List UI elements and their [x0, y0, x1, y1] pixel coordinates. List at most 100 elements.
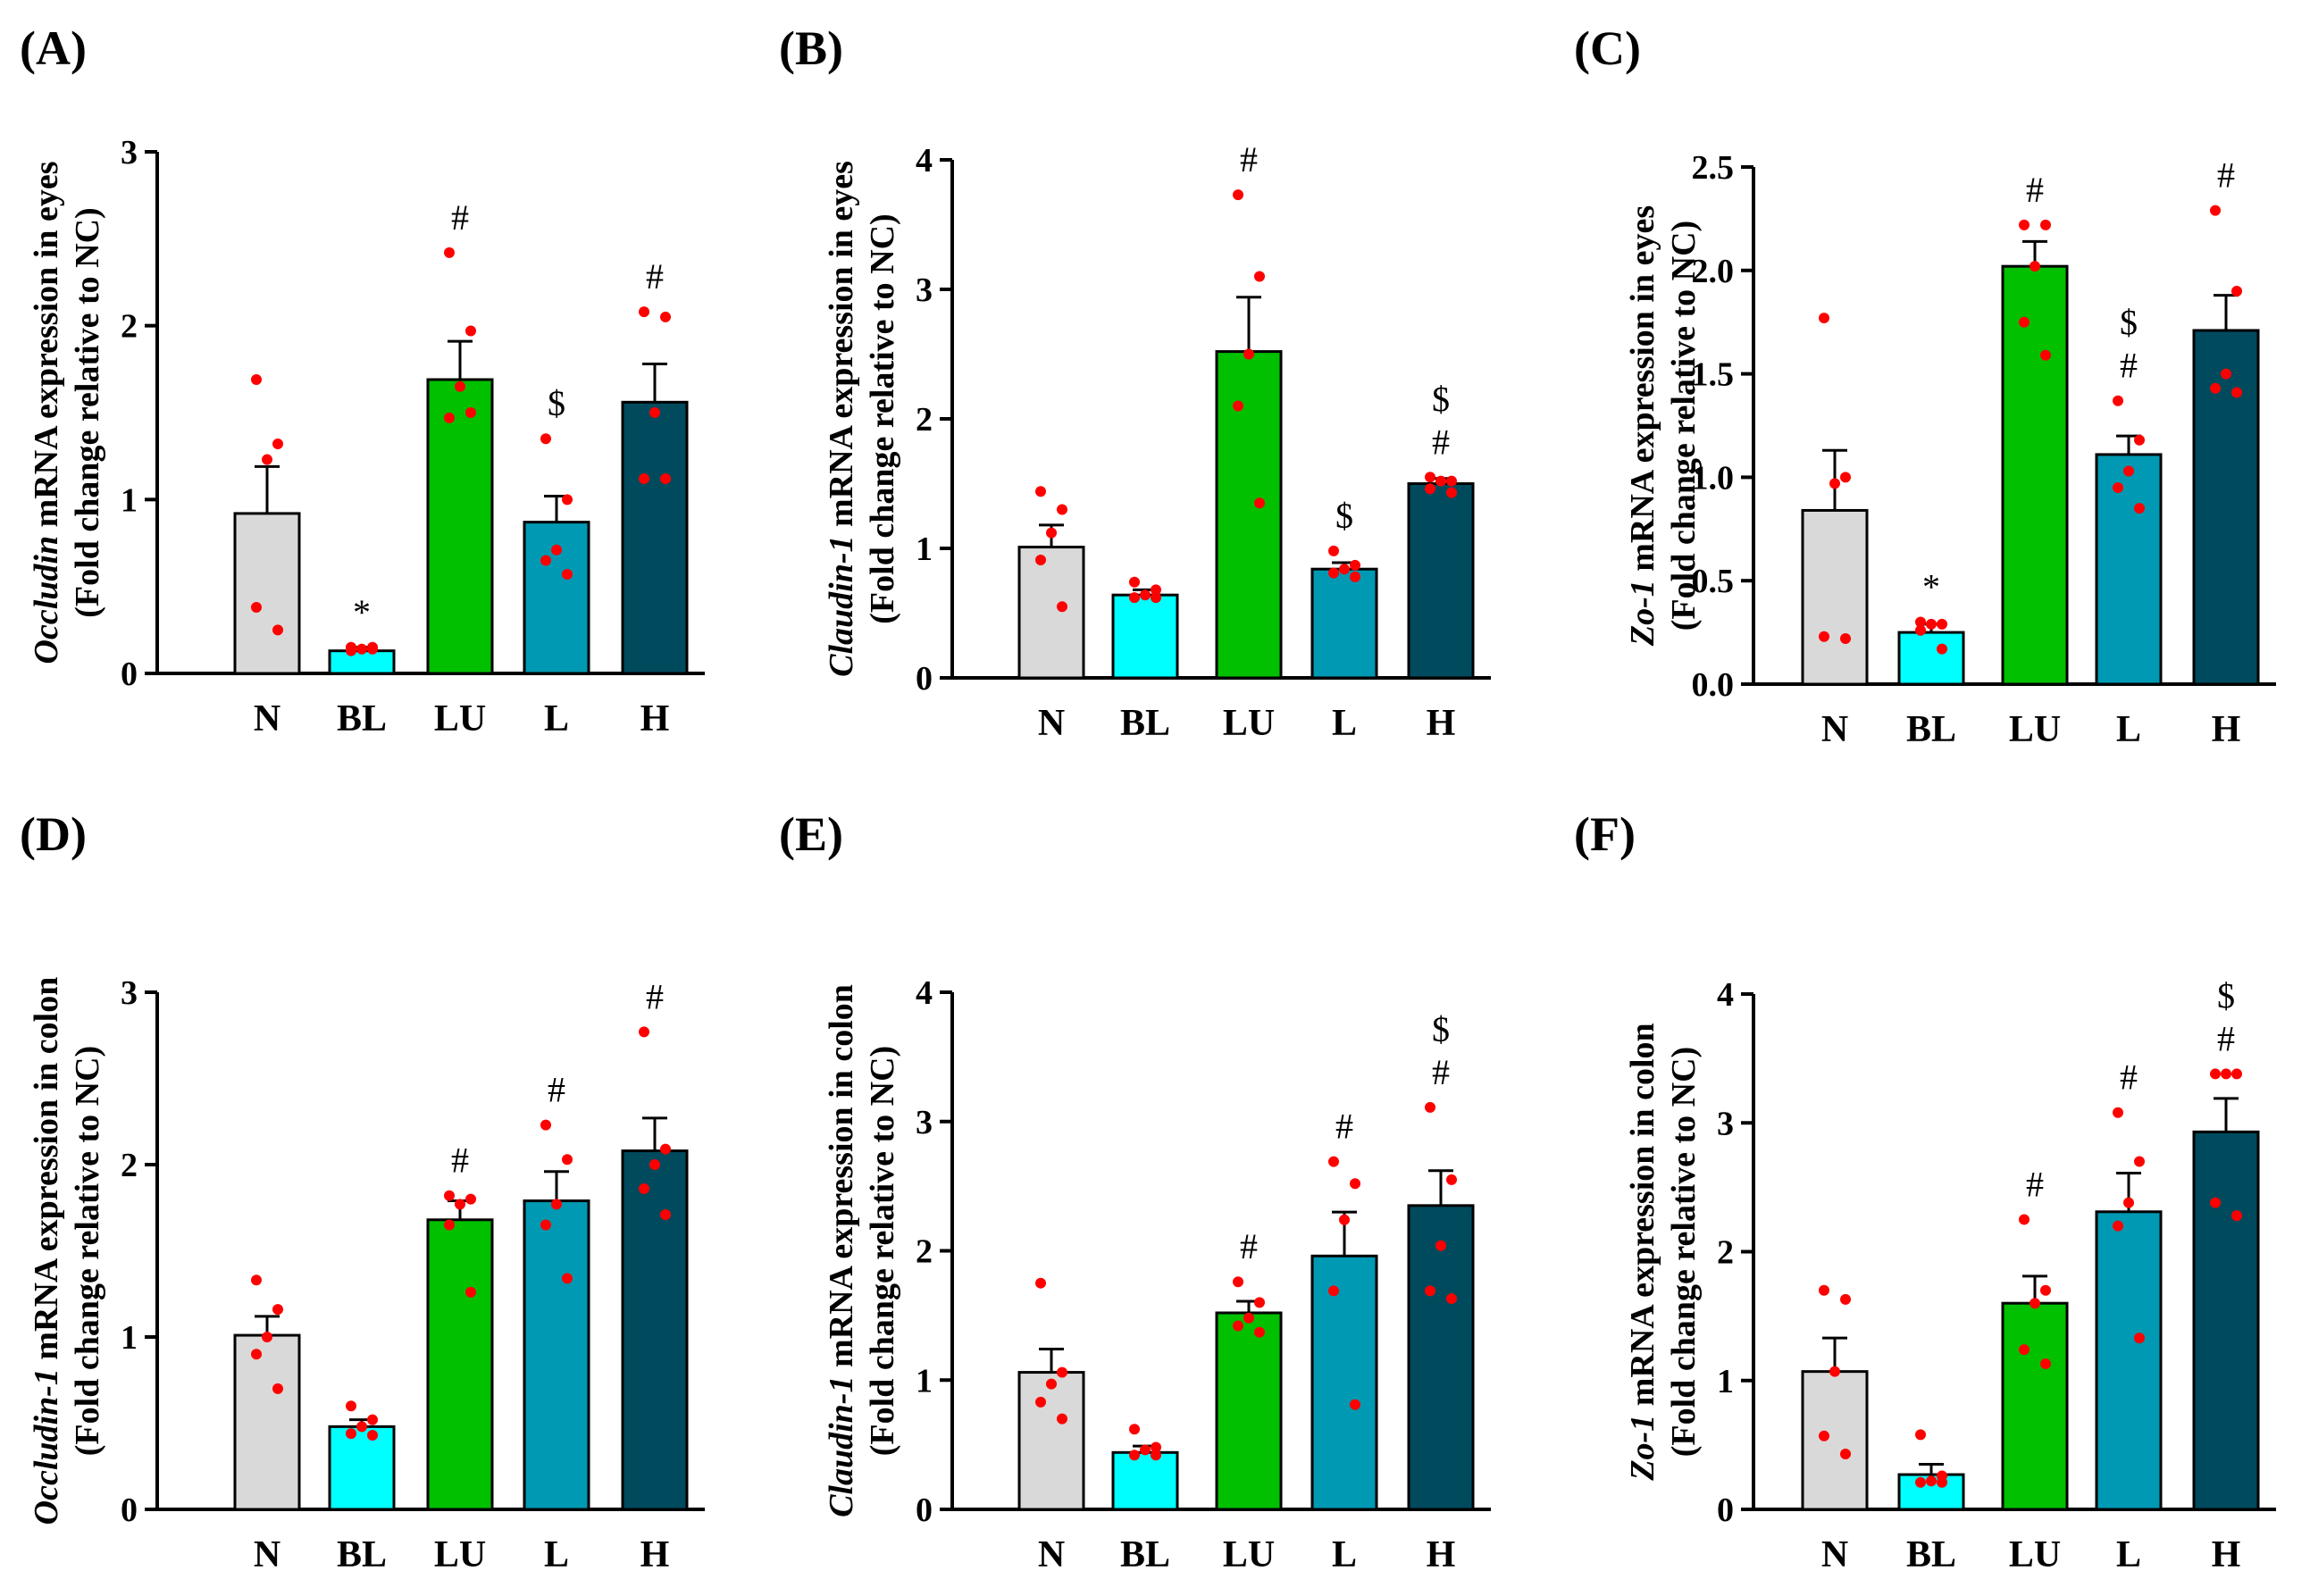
- data-point: [1446, 1174, 1457, 1185]
- significance-mark: $: [2217, 975, 2235, 1015]
- bar-lu: [2001, 264, 2069, 686]
- data-point: [1328, 545, 1339, 556]
- x-category-label: BL: [1120, 1534, 1170, 1575]
- data-point: [1915, 1476, 1926, 1488]
- data-point: [465, 1193, 476, 1205]
- data-point: [649, 1159, 660, 1170]
- data-point: [1254, 497, 1265, 509]
- data-point: [1937, 618, 1947, 630]
- data-point: [1915, 624, 1926, 636]
- data-point: [562, 494, 573, 506]
- panel-a: (A) 0 1 2 3 Occludin mRNA expression in eyes(…: [20, 21, 705, 740]
- y-tick-label: 0: [916, 1492, 933, 1529]
- x-category-label: L: [2116, 1534, 2141, 1575]
- data-point: [1233, 1276, 1243, 1288]
- y-tick-label: 0.0: [1692, 666, 1735, 704]
- bar-h: [1407, 1204, 1475, 1511]
- data-point: [1328, 567, 1339, 579]
- y-tick-label: 0: [121, 656, 138, 693]
- data-point: [1926, 1475, 1937, 1487]
- bar-lu: [1215, 350, 1283, 680]
- data-point: [562, 1154, 573, 1166]
- data-point: [1819, 1284, 1829, 1296]
- x-category-label: BL: [1906, 1534, 1956, 1575]
- data-point: [2210, 205, 2221, 216]
- bar-bl: [1897, 631, 1965, 686]
- data-point: [1829, 478, 1840, 489]
- data-point: [2123, 1197, 2134, 1208]
- x-category-label: N: [254, 1534, 280, 1575]
- data-point: [551, 1199, 562, 1210]
- data-point: [1233, 1320, 1243, 1332]
- bar-bl: [1111, 1450, 1179, 1511]
- bar-l: [2095, 1210, 2163, 1511]
- significance-mark: #: [548, 1070, 565, 1110]
- data-point: [1915, 1429, 1926, 1441]
- data-point: [1129, 592, 1140, 604]
- y-axis-title-line2: (Fold change relative to NC): [1665, 221, 1703, 631]
- data-point: [540, 555, 551, 566]
- panel-label: (B): [779, 21, 843, 75]
- data-point: [1035, 1396, 1046, 1408]
- data-point: [2210, 382, 2221, 394]
- y-tick-label: 1: [121, 481, 138, 519]
- y-tick-label: 3: [121, 974, 138, 1012]
- y-axis-title-line1: Claudin-1 mRNA expression in colon: [823, 984, 860, 1517]
- data-point: [272, 1383, 283, 1394]
- data-point: [2040, 219, 2051, 230]
- data-point: [540, 1119, 551, 1131]
- data-point: [367, 641, 378, 653]
- y-axis-title: Occludin-1 mRNA expression in colon (Fold…: [28, 977, 106, 1525]
- y-tick-label: 0: [121, 1492, 138, 1529]
- y-tick-label: 1: [916, 1362, 933, 1400]
- data-point: [272, 624, 283, 636]
- x-category-label: LU: [434, 698, 486, 740]
- data-point: [1937, 1476, 1947, 1488]
- y-axis-title-line1: Zo-1 mRNA expression in colon: [1624, 1023, 1661, 1481]
- data-point: [346, 645, 356, 656]
- bar-bl: [328, 1425, 396, 1511]
- data-point: [1840, 633, 1851, 645]
- x-category-label: N: [1821, 1534, 1848, 1575]
- panel-label: (E): [779, 807, 843, 861]
- data-point: [1129, 1450, 1140, 1461]
- data-point: [1140, 589, 1151, 601]
- data-point: [639, 1026, 649, 1038]
- data-point: [1151, 592, 1161, 604]
- bar-l: [523, 1199, 590, 1511]
- bar-bl: [1111, 593, 1179, 680]
- significance-mark: #: [2120, 346, 2138, 386]
- data-point: [1151, 1441, 1161, 1453]
- data-point: [1328, 1156, 1339, 1167]
- data-point: [1425, 483, 1435, 495]
- data-point: [2113, 1220, 2123, 1232]
- bar-lu: [426, 378, 494, 675]
- x-category-label: H: [1427, 1534, 1456, 1575]
- data-point: [1035, 555, 1046, 566]
- y-tick-label: 3: [121, 134, 138, 171]
- data-point: [1254, 1297, 1265, 1308]
- y-axis-title: Claudin-1 mRNA expression in colon (Fold …: [823, 984, 901, 1517]
- data-point: [1425, 1285, 1435, 1297]
- data-point: [562, 569, 573, 581]
- x-category-label: LU: [2009, 709, 2061, 750]
- y-axis-title: Occludin mRNA expression in eyes (Fold ch…: [28, 162, 106, 664]
- data-point: [367, 1414, 378, 1425]
- significance-mark: #: [2120, 1057, 2138, 1098]
- y-tick-label: 1.0: [1692, 459, 1735, 497]
- y-axis-title-line1: Occludin-1 mRNA expression in colon: [28, 977, 65, 1525]
- panel-b: (B) 0 1 2 3 4 Claudin-1 mRNA expression in eye…: [779, 21, 1491, 744]
- bar-h: [621, 400, 689, 675]
- data-point: [2210, 1197, 2221, 1208]
- significance-mark: #: [2026, 1164, 2044, 1204]
- bar-h: [621, 1149, 689, 1511]
- panel-label: (D): [20, 807, 87, 861]
- panel-label: (A): [20, 21, 87, 75]
- data-point: [356, 1421, 367, 1433]
- data-point: [1233, 400, 1243, 412]
- x-category-label: BL: [1120, 703, 1170, 744]
- data-point: [2019, 316, 2030, 328]
- significance-mark: *: [1922, 567, 1940, 607]
- significance-mark: #: [1432, 1052, 1450, 1092]
- x-category-label: H: [640, 1534, 670, 1575]
